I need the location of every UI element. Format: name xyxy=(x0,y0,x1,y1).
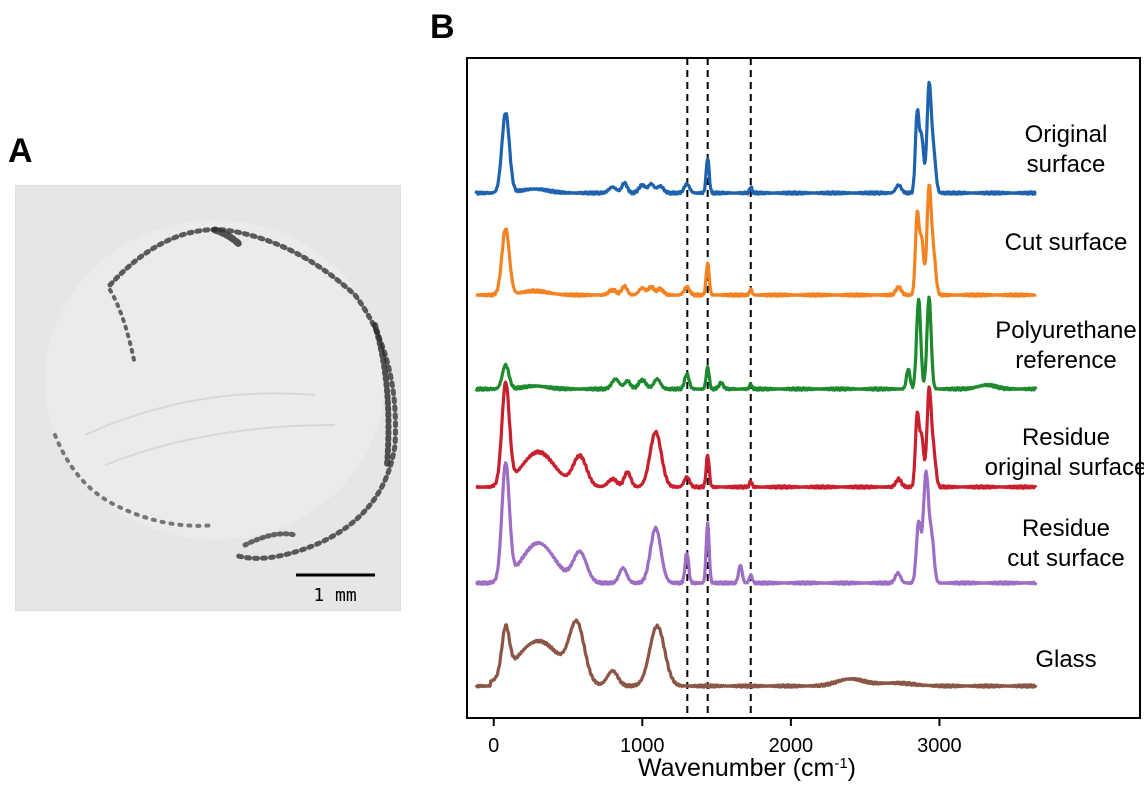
micrograph-image: 1 mm xyxy=(15,185,401,611)
x-tick-label: 2000 xyxy=(769,735,814,757)
series-label-residue-cut-surface: Residue cut surface xyxy=(1007,515,1124,572)
x-tick-label: 3000 xyxy=(917,735,962,757)
x-axis-title: Wavenumber (cm-1) xyxy=(638,754,856,782)
panel-a-label: A xyxy=(8,132,33,170)
panel-b-label: B xyxy=(430,8,455,46)
series-line-residue-original-surface xyxy=(475,380,1038,490)
series-label-glass: Glass xyxy=(1035,646,1096,673)
sample-edge-texture xyxy=(53,226,398,561)
scale-bar-label: 1 mm xyxy=(313,585,356,606)
series-line-glass xyxy=(474,618,1038,689)
x-tick-label: 0 xyxy=(488,735,499,757)
series-line-residue-cut-surface xyxy=(475,461,1038,586)
series-label-residue-original-surface: Residue original surface xyxy=(985,424,1144,481)
series-line-original-surface xyxy=(474,80,1037,196)
series-label-cut-surface: Cut surface xyxy=(1005,229,1128,256)
series-label-original-surface: Original surface xyxy=(1025,121,1108,178)
x-tick-label: 1000 xyxy=(620,735,665,757)
series-line-polyurethane-reference xyxy=(474,295,1038,392)
plot-frame xyxy=(466,57,1141,719)
series-label-polyurethane-reference: Polyurethane reference xyxy=(995,317,1136,374)
series-line-cut-surface xyxy=(475,183,1037,298)
